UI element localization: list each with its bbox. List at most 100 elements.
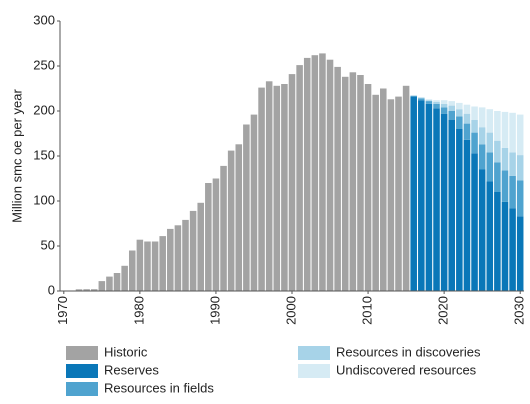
bar [418,97,425,99]
y-axis-label: Million smc oe per year [9,89,24,223]
bar [121,265,128,291]
bar [75,289,83,291]
legend-swatch [298,346,330,360]
bar [433,102,440,104]
bar [113,273,121,291]
bar [136,239,144,291]
bar [273,85,281,291]
x-tick-label: 2010 [360,296,375,325]
bar [159,236,166,291]
bar [418,100,425,291]
bar [433,103,440,109]
bar [501,147,509,171]
bar [98,281,106,291]
bar [509,112,516,153]
bar [471,120,478,133]
bar [205,183,212,291]
bar [448,101,456,106]
bar [380,88,387,291]
bar [83,289,90,291]
y-tick-label: 250 [33,57,55,72]
bar [478,107,486,128]
bar [494,140,501,163]
bar [235,144,243,291]
bar [516,216,524,291]
bar [220,165,227,291]
bar [448,111,456,120]
bar [494,192,501,291]
bar [349,72,357,291]
bar [486,109,494,133]
legend-label: Undiscovered resources [336,362,477,377]
y-tick-label: 100 [33,192,55,207]
bar [516,114,524,156]
bar [463,139,471,291]
bar [463,123,471,140]
legend-swatch [298,364,330,378]
legend-label: Historic [104,344,148,359]
x-tick-label: 1970 [55,296,70,325]
x-tick-label: 1990 [207,296,222,325]
bar [456,116,463,129]
bar [372,94,379,291]
bar [463,104,471,114]
y-tick-label: 200 [33,102,55,117]
bar [319,53,326,292]
bar [174,225,182,291]
x-tick-label: 2020 [436,296,451,325]
bar [456,102,463,110]
bar [144,241,151,291]
bar [478,144,486,170]
bar [334,66,341,292]
bar [128,250,136,291]
bar [303,57,311,292]
bar [425,100,433,102]
bar [341,76,349,291]
bar [471,153,478,291]
bar [395,96,402,291]
bar [509,152,516,176]
bar [486,181,494,291]
bar [501,201,509,291]
bar [387,99,395,291]
bar [425,99,433,101]
x-tick-label: 1980 [131,296,146,325]
bar [182,219,189,291]
bar [410,95,417,97]
bar [509,175,516,209]
bar [463,113,471,124]
bar [440,103,448,108]
bar [440,113,448,291]
bar [265,81,273,291]
legend-swatch [66,364,98,378]
y-tick-label: 300 [33,12,55,27]
bar [494,111,501,141]
bar [326,59,334,292]
bar [478,127,486,145]
bar [402,85,410,291]
bar [456,129,463,291]
bar [364,84,372,291]
bar [288,74,296,291]
bar [494,162,501,192]
bar [456,109,463,117]
legend-label: Resources in fields [104,380,214,395]
x-tick-label: 2000 [283,296,298,325]
bar [448,120,456,291]
bar [501,170,509,202]
legend-swatch [66,382,98,396]
bar [501,111,509,148]
y-tick-label: 50 [41,237,55,252]
bar [440,100,448,104]
bar [167,228,174,291]
bar [418,98,425,101]
bar [433,108,440,291]
bar [189,210,197,291]
legend-label: Resources in discoveries [336,344,481,359]
y-tick-label: 0 [48,282,55,297]
bar [106,276,113,291]
bar [311,55,319,292]
bar [212,178,220,291]
bar [509,208,516,291]
